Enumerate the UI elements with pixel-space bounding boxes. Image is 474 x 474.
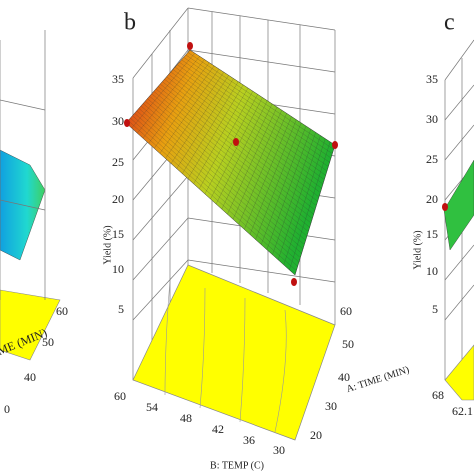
b-axis-label: B: TEMP (C) — [210, 460, 264, 471]
mesh-line — [283, 138, 326, 265]
b-tick-label: 62.1 — [452, 404, 473, 418]
y-tick-label: 20 — [112, 192, 124, 206]
y-tick-label: 5 — [432, 302, 438, 316]
b-tick-label: 30 — [273, 443, 285, 457]
panel-b — [124, 7, 338, 441]
panel-label: c — [444, 10, 455, 36]
b-tick-label: 68 — [432, 388, 444, 402]
panel-left — [0, 30, 61, 361]
b-tick-label: 36 — [243, 433, 255, 447]
mesh-line — [266, 129, 311, 250]
y-tick-label: 15 — [112, 227, 124, 241]
b-tick-label: 0 — [4, 402, 10, 416]
a-tick-label: 30 — [325, 399, 337, 413]
b-tick-label: 60 — [114, 389, 126, 403]
y-tick-label: 30 — [112, 114, 124, 128]
a-tick-label: 50 — [342, 337, 354, 351]
y-tick-label: 25 — [426, 152, 438, 166]
mesh-line — [181, 59, 330, 163]
mesh-line — [183, 57, 332, 159]
panel-label: b — [124, 10, 136, 36]
mesh-line — [289, 141, 331, 270]
mesh-line — [277, 135, 321, 260]
panel-c — [442, 39, 474, 401]
y-tick-label: 10 — [112, 262, 124, 276]
surface-mesh — [128, 52, 334, 271]
floor — [444, 344, 474, 401]
a-tick-label: 40 — [24, 370, 36, 384]
y-tick-label: 5 — [118, 302, 124, 316]
b-tick-label: 54 — [146, 400, 158, 414]
surface — [443, 159, 474, 251]
mesh-line — [185, 54, 333, 154]
box-lines — [0, 30, 46, 300]
a-axis-label: A: TIME (MIN) — [345, 364, 411, 395]
floor — [132, 264, 336, 441]
design-point — [442, 203, 448, 211]
y-axis-label: Yield (%) — [102, 225, 113, 264]
y-tick-label: 30 — [426, 112, 438, 126]
y-tick-label: 15 — [426, 227, 438, 241]
y-tick-label: 35 — [426, 72, 438, 86]
mesh-line — [272, 132, 316, 255]
y-tick-label: 20 — [426, 192, 438, 206]
a-tick-label: 50 — [42, 335, 54, 349]
y-tick-label: 35 — [112, 72, 124, 86]
a-tick-label: 40 — [338, 370, 350, 384]
y-axis-label: Yield (%) — [412, 230, 423, 269]
b-tick-label: 42 — [212, 422, 224, 436]
design-points — [124, 42, 338, 286]
a-tick-label: 60 — [340, 304, 352, 318]
floor — [0, 289, 61, 361]
mesh-line — [187, 52, 334, 150]
contours — [164, 279, 287, 433]
b-tick-label: 48 — [180, 411, 192, 425]
a-tick-label: 20 — [310, 428, 322, 442]
a-tick-label: 60 — [56, 304, 68, 318]
y-tick-label: 25 — [112, 155, 124, 169]
y-tick-label: 10 — [426, 264, 438, 278]
